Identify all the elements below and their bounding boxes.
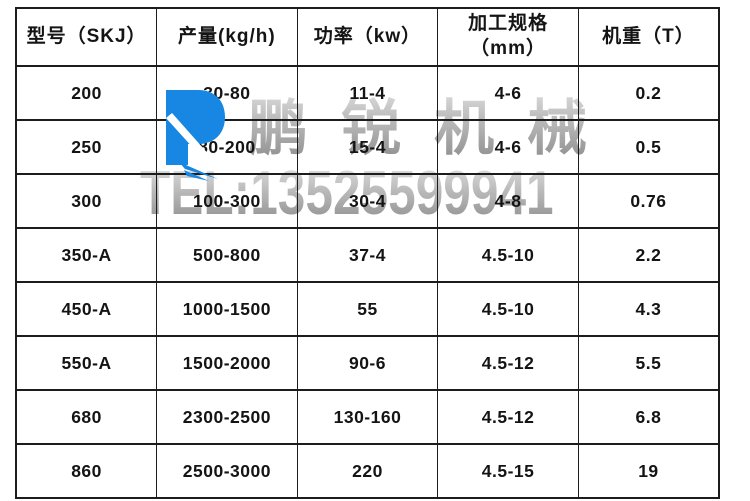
spec-table-container: 型号（SKJ） 产量(kg/h) 功率（kw） 加工规格 （mm） 机重（T） 200 30… [15,7,720,499]
table-cell: 100-300 [156,173,298,229]
table-cell: 250 [15,119,158,175]
table-cell: 4.5-10 [437,281,579,337]
table-cell: 550-A [15,335,158,391]
table-row: 860 2500-3000 220 4.5-15 19 [15,443,720,499]
table-cell: 350-A [15,227,158,283]
table-row: 680 2300-2500 130-160 4.5-12 6.8 [15,389,720,445]
table-cell: 30-80 [156,65,298,121]
spec-table: 型号（SKJ） 产量(kg/h) 功率（kw） 加工规格 （mm） 机重（T） 200 30… [15,7,720,499]
header-row: 型号（SKJ） 产量(kg/h) 功率（kw） 加工规格 （mm） 机重（T） [15,7,720,67]
table-cell: 2300-2500 [156,389,298,445]
table-cell: 220 [296,443,439,499]
table-row: 550-A 1500-2000 90-6 4.5-12 5.5 [15,335,720,391]
table-row: 200 30-80 11-4 4-6 0.2 [15,65,720,121]
table-cell: 4-6 [437,65,579,121]
table-row: 300 100-300 30-4 4-8 0.76 [15,173,720,229]
table-cell: 11-4 [296,65,439,121]
table-cell: 4.5-12 [437,335,579,391]
table-row: 450-A 1000-1500 55 4.5-10 4.3 [15,281,720,337]
table-cell: 55 [296,281,439,337]
table-row: 250 80-200 15-4 4-6 0.5 [15,119,720,175]
table-cell: 2.2 [577,227,720,283]
header-cell: 型号（SKJ） [15,7,158,67]
table-cell: 80-200 [156,119,298,175]
table-cell: 90-6 [296,335,439,391]
table-cell: 6.8 [577,389,720,445]
table-cell: 0.76 [577,173,720,229]
spec-table-head: 型号（SKJ） 产量(kg/h) 功率（kw） 加工规格 （mm） 机重（T） [15,7,720,67]
table-cell: 4.3 [577,281,720,337]
table-cell: 37-4 [296,227,439,283]
table-cell: 4.5-12 [437,389,579,445]
table-cell: 500-800 [156,227,298,283]
table-row: 350-A 500-800 37-4 4.5-10 2.2 [15,227,720,283]
table-cell: 130-160 [296,389,439,445]
table-cell: 5.5 [577,335,720,391]
table-cell: 0.5 [577,119,720,175]
spec-table-body: 200 30-80 11-4 4-6 0.2 250 80-200 15-4 4-6 0.5 300… [15,65,720,499]
header-cell: 机重（T） [577,7,720,67]
table-cell: 860 [15,443,158,499]
table-cell: 4.5-15 [437,443,579,499]
table-cell: 4.5-10 [437,227,579,283]
table-cell: 1000-1500 [156,281,298,337]
table-cell: 300 [15,173,158,229]
table-cell: 1500-2000 [156,335,298,391]
table-cell: 680 [15,389,158,445]
table-cell: 2500-3000 [156,443,298,499]
table-cell: 0.2 [577,65,720,121]
header-cell: 功率（kw） [296,7,439,67]
table-cell: 19 [577,443,720,499]
header-cell: 加工规格 （mm） [437,7,579,67]
table-cell: 15-4 [296,119,439,175]
table-cell: 30-4 [296,173,439,229]
header-cell: 产量(kg/h) [156,7,298,67]
table-cell: 450-A [15,281,158,337]
table-cell: 4-6 [437,119,579,175]
table-cell: 4-8 [437,173,579,229]
table-cell: 200 [15,65,158,121]
